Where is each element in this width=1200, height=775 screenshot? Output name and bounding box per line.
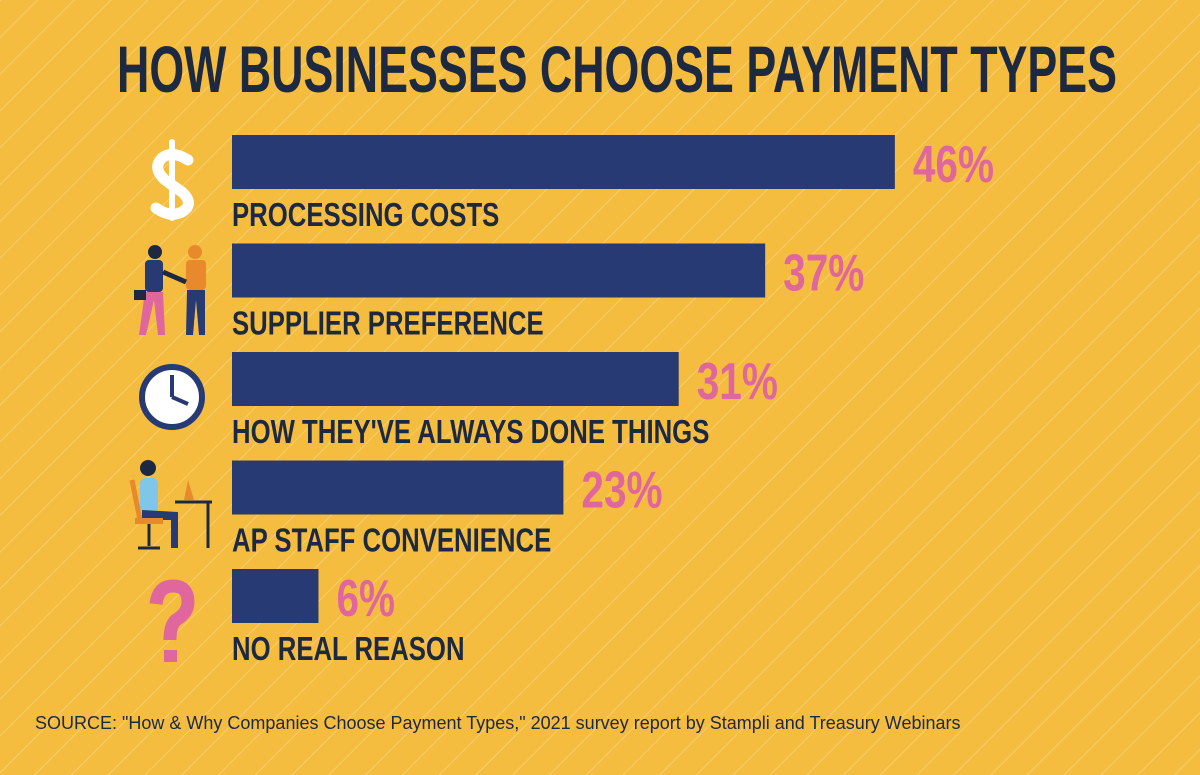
value-label: 6%	[336, 569, 395, 627]
value-label: 46%	[913, 135, 994, 193]
value-label: 31%	[697, 352, 778, 410]
icon-clock	[139, 364, 205, 430]
category-label: PROCESSING COSTS	[232, 197, 499, 234]
value-label-group: 31%	[697, 352, 778, 410]
value-label-group: 46%	[913, 135, 994, 193]
value-label-group: 23%	[581, 461, 662, 519]
chart-title: HOW BUSINESSES CHOOSE PAYMENT TYPES	[117, 32, 1117, 106]
value-label: 37%	[783, 244, 864, 302]
category-label-group: NO REAL REASON	[232, 631, 465, 668]
bar	[232, 352, 679, 406]
category-label: HOW THEY'VE ALWAYS DONE THINGS	[232, 414, 709, 451]
bar	[232, 460, 564, 515]
value-label-group: 37%	[783, 244, 864, 302]
category-label: AP STAFF CONVENIENCE	[232, 523, 551, 560]
category-label: NO REAL REASON	[232, 631, 465, 668]
icon-handshake	[134, 245, 206, 335]
icon-desk-worker	[129, 460, 212, 550]
bar	[232, 135, 895, 189]
category-label-group: PROCESSING COSTS	[232, 197, 499, 234]
bar	[232, 569, 319, 623]
category-label: SUPPLIER PREFERENCE	[232, 306, 544, 343]
value-label: 23%	[581, 461, 662, 519]
category-label-group: HOW THEY'VE ALWAYS DONE THINGS	[232, 414, 709, 451]
category-label-group: AP STAFF CONVENIENCE	[232, 523, 551, 560]
source-note: SOURCE: "How & Why Companies Choose Paym…	[35, 713, 961, 733]
icon-question	[149, 579, 195, 662]
icon-dollar	[150, 139, 194, 221]
category-label-group: SUPPLIER PREFERENCE	[232, 306, 544, 343]
bar	[232, 243, 766, 298]
value-label-group: 6%	[336, 569, 395, 627]
